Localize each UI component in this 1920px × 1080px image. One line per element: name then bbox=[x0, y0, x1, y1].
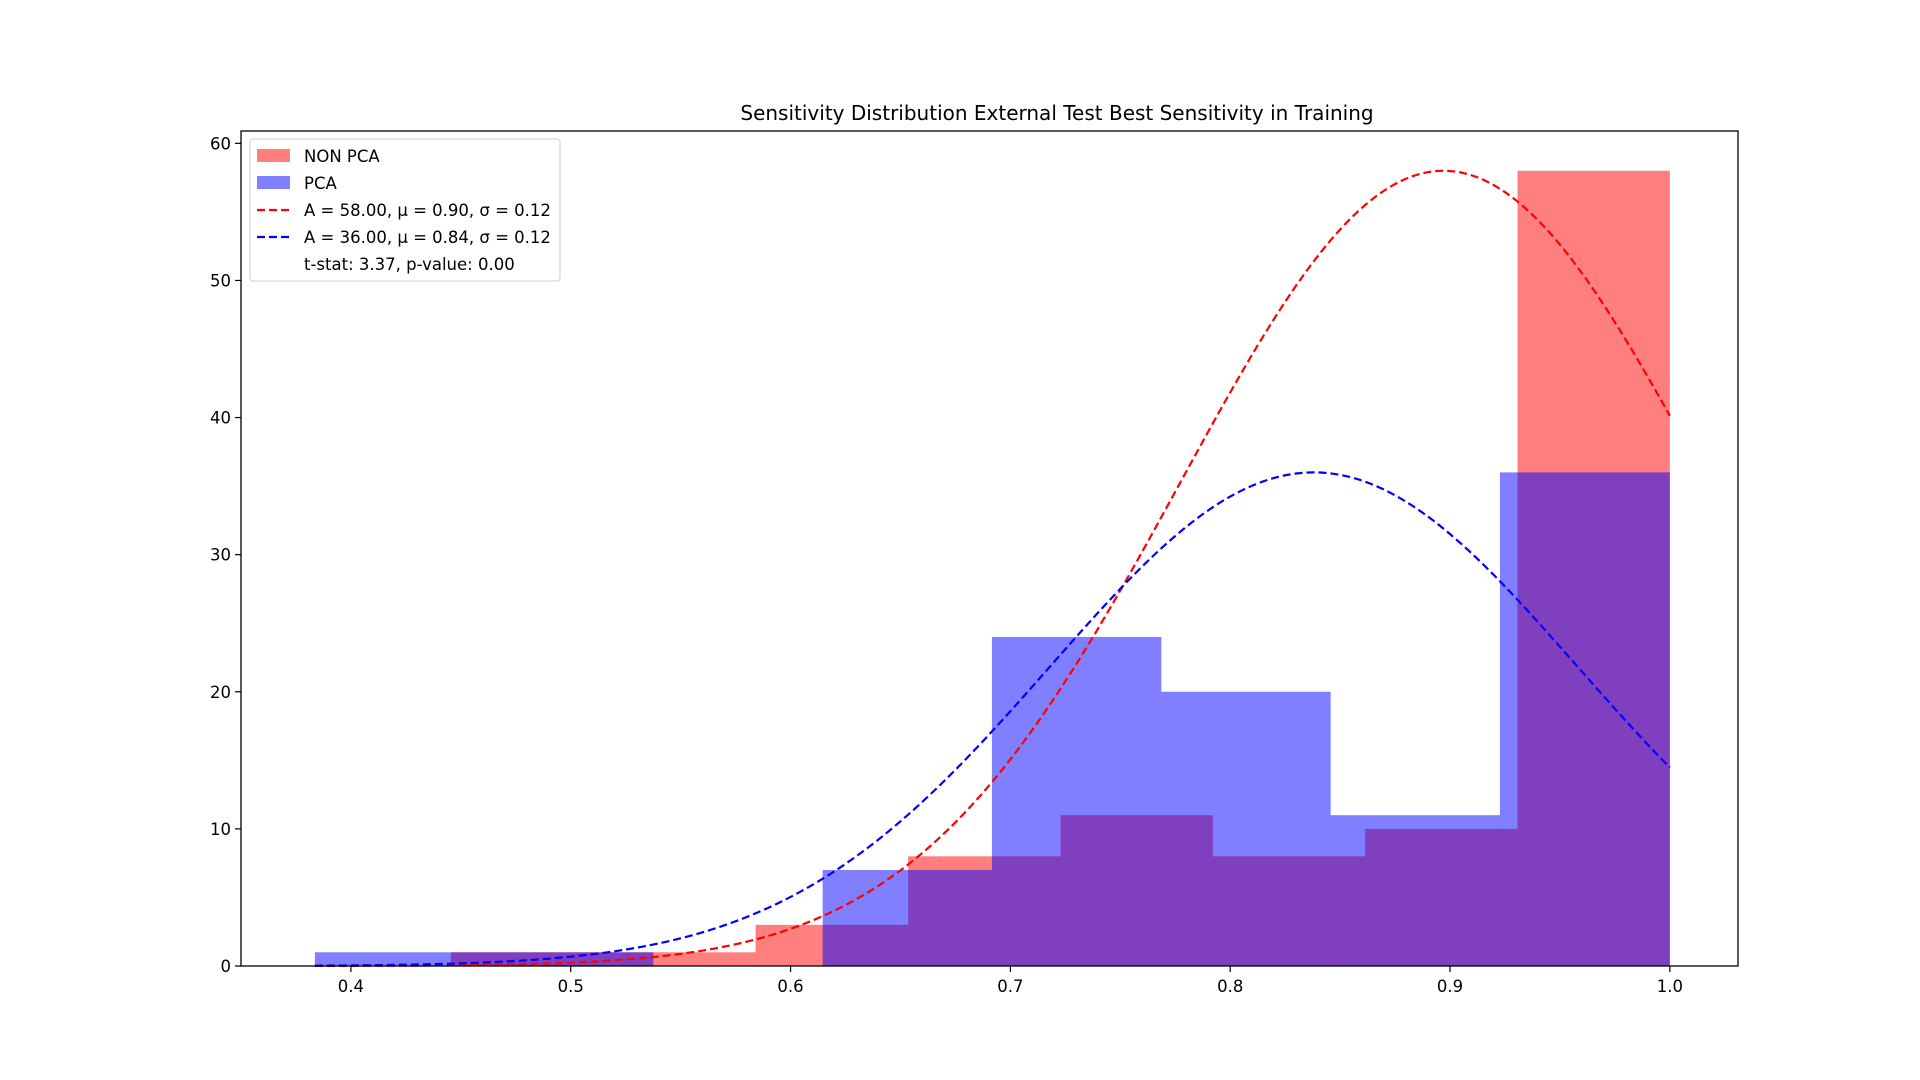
hist-bar-pca-6 bbox=[1330, 815, 1500, 966]
x-tick-label: 0.8 bbox=[1217, 977, 1243, 996]
y-tick-label: 40 bbox=[210, 409, 231, 428]
hist-bar-pca-7 bbox=[1499, 472, 1670, 966]
y-tick-label: 10 bbox=[210, 820, 231, 839]
y-tick-label: 60 bbox=[210, 134, 231, 153]
x-tick-label: 0.9 bbox=[1437, 977, 1463, 996]
legend-label: A = 36.00, μ = 0.84, σ = 0.12 bbox=[304, 228, 551, 247]
y-tick-label: 30 bbox=[210, 546, 231, 565]
legend-annotation: t-stat: 3.37, p-value: 0.00 bbox=[304, 255, 515, 274]
hist-bar-pca-0 bbox=[314, 952, 485, 966]
hist-bar-pca-3 bbox=[822, 870, 992, 966]
x-tick-label: 0.5 bbox=[558, 977, 584, 996]
legend-swatch-non-pca bbox=[257, 149, 290, 162]
x-tick-label: 0.7 bbox=[997, 977, 1023, 996]
hist-bar-pca-1 bbox=[484, 952, 654, 966]
chart-title: Sensitivity Distribution External Test B… bbox=[740, 101, 1373, 125]
hist-bar-pca-5 bbox=[1161, 691, 1331, 966]
legend-label: NON PCA bbox=[304, 147, 380, 166]
y-tick-label: 50 bbox=[210, 271, 231, 290]
plot-area bbox=[314, 169, 1671, 968]
hist-bar-pca-4 bbox=[991, 636, 1162, 966]
legend-box bbox=[249, 138, 561, 282]
legend: NON PCA PCA A = 58.00, μ = 0.90, σ = 0.12 A… bbox=[249, 138, 561, 282]
fit-curve-pca bbox=[314, 471, 1671, 967]
x-tick-label: 1.0 bbox=[1657, 977, 1683, 996]
y-tick-label: 20 bbox=[210, 683, 231, 702]
axes-frame bbox=[240, 130, 1739, 967]
y-tick-label: 0 bbox=[221, 957, 232, 976]
legend-label: A = 58.00, μ = 0.90, σ = 0.12 bbox=[304, 201, 551, 220]
axes: 0.4 0.5 0.6 0.7 0.8 0.9 1.0 0 10 20 30 40 50 60 bbox=[210, 134, 1683, 996]
fit-curve-non-pca bbox=[314, 169, 1671, 968]
x-tick-label: 0.4 bbox=[338, 977, 364, 996]
legend-label: PCA bbox=[304, 174, 337, 193]
legend-swatch-pca bbox=[257, 176, 290, 189]
x-tick-label: 0.6 bbox=[777, 977, 803, 996]
